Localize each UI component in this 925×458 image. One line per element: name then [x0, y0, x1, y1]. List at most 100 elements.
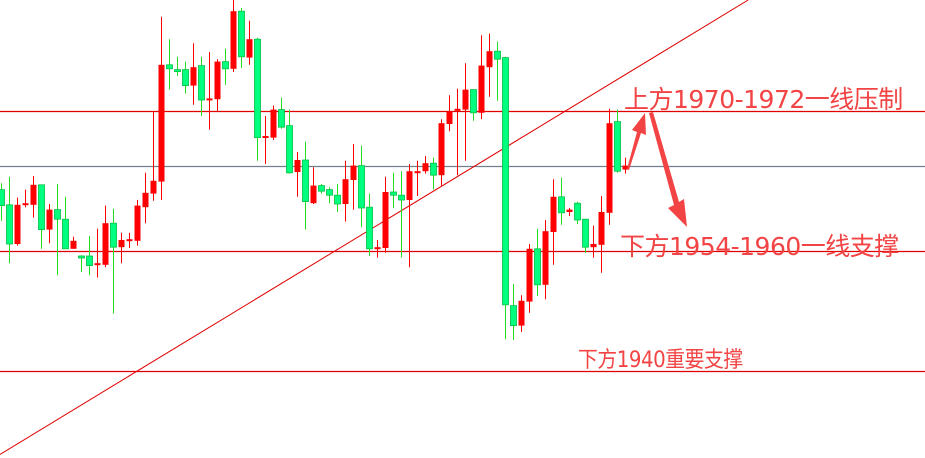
candle: [334, 184, 341, 212]
candle-body: [158, 64, 165, 182]
candle-body: [430, 162, 437, 176]
candle-body: [246, 39, 253, 58]
candle-body: [30, 184, 37, 205]
candle-body: [446, 111, 453, 124]
candle-body: [182, 69, 189, 86]
candle: [318, 184, 325, 194]
candle: [254, 37, 261, 161]
candle-body: [206, 98, 213, 101]
candle: [238, 8, 245, 68]
candle: [502, 56, 509, 340]
candle: [446, 95, 453, 132]
annotation-key-support: 下方1940重要支撑: [578, 348, 743, 373]
arrow-up-icon: [627, 113, 646, 170]
candle: [494, 41, 501, 101]
candle: [286, 109, 293, 174]
candle-body: [38, 184, 45, 231]
candle-body: [294, 160, 301, 172]
candle-body: [70, 240, 77, 249]
candle: [478, 35, 485, 120]
candle: [414, 160, 421, 196]
candle-body: [54, 209, 61, 220]
candle: [558, 177, 565, 225]
candle-body: [78, 255, 85, 259]
candle: [510, 284, 517, 340]
candle: [46, 204, 53, 244]
candle: [438, 119, 445, 186]
candle-body: [390, 191, 397, 196]
candle-body: [422, 163, 429, 172]
candle-body: [566, 209, 573, 212]
candle-body: [142, 192, 149, 208]
candle-body: [622, 165, 629, 170]
candle-body: [382, 192, 389, 248]
candle-body: [118, 240, 125, 248]
trendline: [0, 0, 749, 455]
candle-body: [94, 263, 101, 266]
candle-body: [414, 171, 421, 174]
candle: [326, 187, 333, 204]
candle-body: [310, 185, 317, 204]
candle: [374, 240, 381, 258]
candle-body: [238, 10, 245, 58]
candle-body: [462, 89, 469, 110]
candle-body: [46, 209, 53, 230]
candle: [454, 88, 461, 176]
candle-body: [542, 231, 549, 285]
candle-body: [374, 247, 381, 250]
candle-body: [126, 239, 133, 242]
candle-body: [486, 51, 493, 68]
candle: [38, 184, 45, 249]
candle-body: [582, 218, 589, 248]
candle-body: [110, 222, 117, 248]
candle: [22, 189, 29, 208]
candle: [574, 201, 581, 224]
candle: [62, 196, 69, 250]
candle: [606, 108, 613, 225]
candle-body: [550, 196, 557, 232]
candle: [142, 172, 149, 224]
candle: [222, 48, 229, 85]
candle-body: [286, 125, 293, 174]
candle-body: [270, 109, 277, 138]
candle: [582, 218, 589, 253]
candle-body: [190, 67, 197, 86]
candle: [134, 200, 141, 246]
candle: [302, 141, 309, 230]
candle: [94, 228, 101, 278]
candle-body: [510, 305, 517, 327]
candle-body: [558, 196, 565, 214]
candle-body: [598, 212, 605, 245]
candle: [486, 33, 493, 97]
annotation-support: 下方1954-1960一线支撑: [620, 232, 899, 261]
candle-body: [534, 248, 541, 286]
candle-body: [526, 248, 533, 302]
candle-body: [150, 180, 157, 194]
candle-body: [22, 203, 29, 206]
candle-body: [166, 64, 173, 70]
candle-body: [478, 65, 485, 113]
candle-body: [406, 171, 413, 200]
candle-body: [6, 204, 13, 245]
candle: [526, 244, 533, 313]
candle: [102, 205, 109, 268]
candle-body: [518, 300, 525, 326]
candle-body: [350, 165, 357, 180]
candle: [174, 56, 181, 76]
candle: [206, 52, 213, 130]
candle: [430, 157, 437, 190]
candle: [534, 228, 541, 296]
candle-body: [470, 89, 477, 114]
candle: [566, 208, 573, 216]
candle: [398, 171, 405, 258]
candle: [158, 16, 165, 200]
candle-body: [102, 223, 109, 265]
candle-body: [302, 159, 309, 202]
candle: [358, 145, 365, 228]
candle: [350, 144, 357, 210]
candle: [230, 0, 237, 72]
candle-body: [174, 69, 181, 72]
candle-body: [14, 204, 21, 244]
